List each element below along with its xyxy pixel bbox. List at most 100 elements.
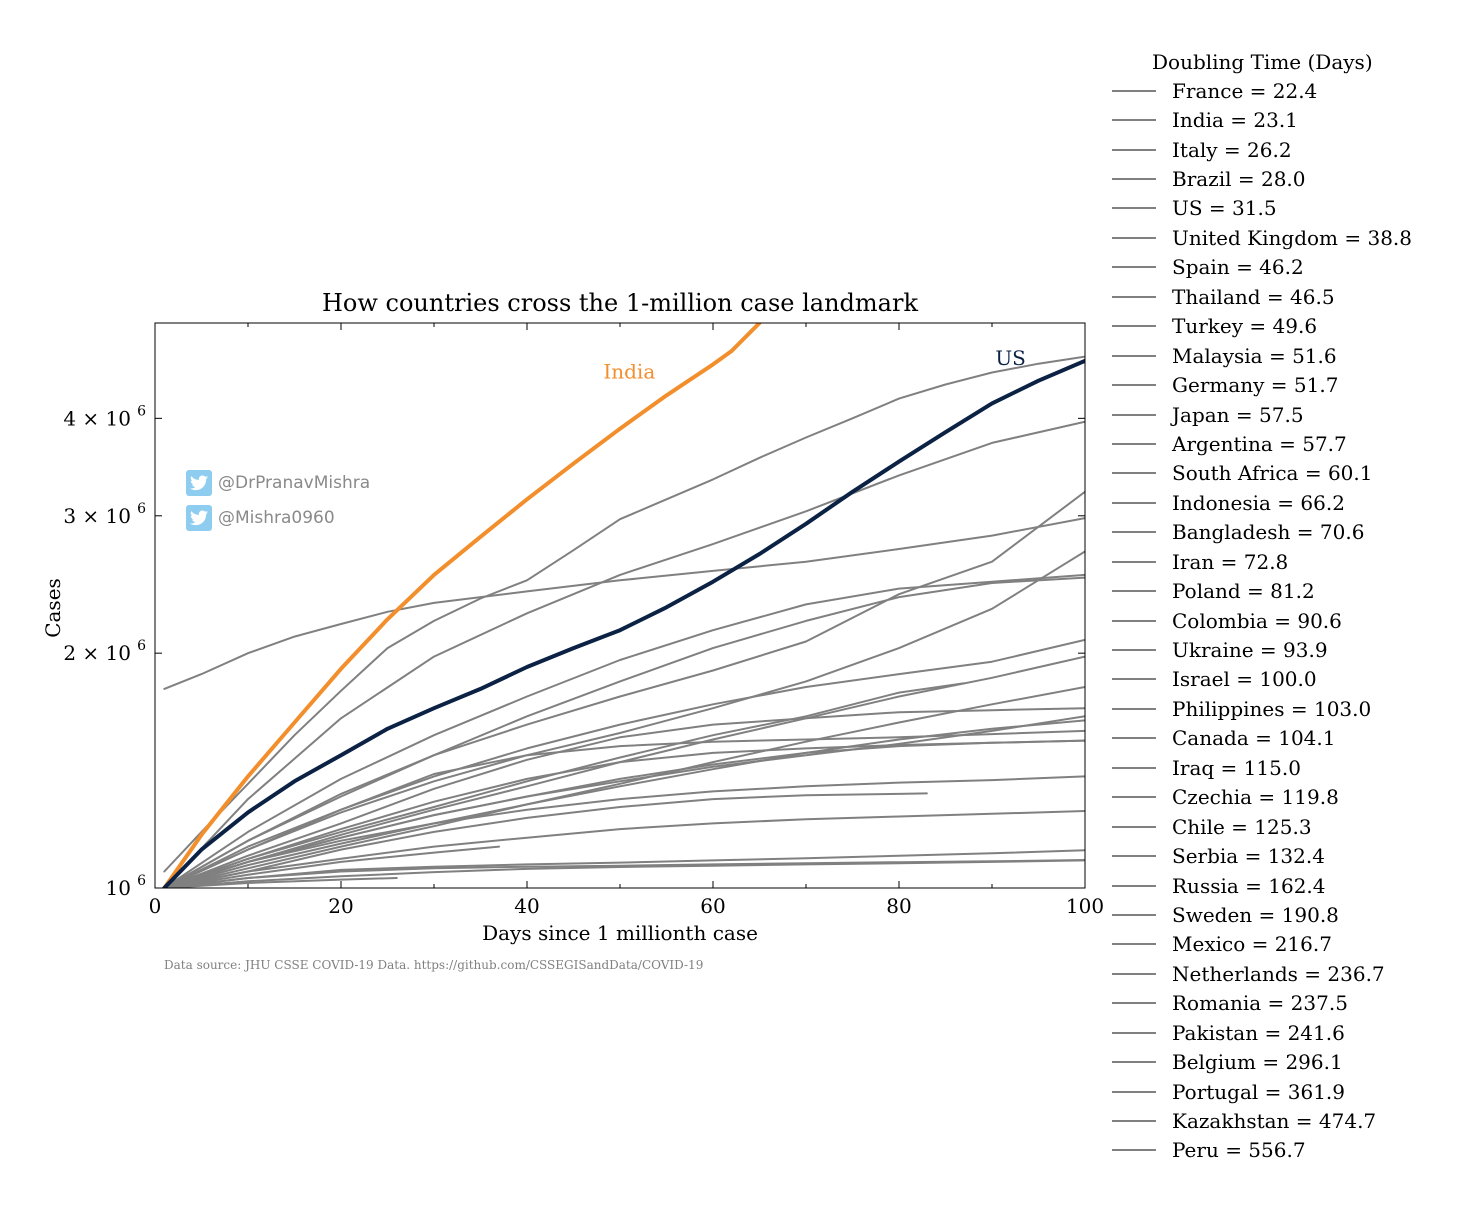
legend-item: Poland = 81.2 — [1112, 576, 1462, 605]
y-tick-exponent: 6 — [137, 873, 146, 889]
legend-swatch — [1112, 89, 1156, 92]
legend-label: Netherlands = 236.7 — [1172, 961, 1385, 986]
legend-swatch — [1112, 266, 1156, 269]
legend-swatch — [1112, 148, 1156, 151]
legend-label: Argentina = 57.7 — [1172, 431, 1347, 456]
legend-item: Mexico = 216.7 — [1112, 930, 1462, 959]
legend-item: Colombia = 90.6 — [1112, 606, 1462, 635]
legend-item: Italy = 26.2 — [1112, 135, 1462, 164]
y-tick-exponent: 6 — [137, 638, 146, 654]
legend-label: United Kingdom = 38.8 — [1172, 225, 1412, 250]
legend-swatch — [1112, 472, 1156, 475]
x-tick-label: 100 — [1066, 894, 1104, 918]
legend-item: Netherlands = 236.7 — [1112, 959, 1462, 988]
series-line-kazakhstan — [163, 877, 398, 888]
legend-item: Sweden = 190.8 — [1112, 900, 1462, 929]
legend-label: Chile = 125.3 — [1172, 814, 1312, 839]
legend-label: Iran = 72.8 — [1172, 549, 1289, 574]
legend-label: Iraq = 115.0 — [1172, 755, 1301, 780]
y-tick-exponent: 6 — [137, 403, 146, 419]
legend-label: Spain = 46.2 — [1172, 255, 1304, 280]
legend-item: Israel = 100.0 — [1112, 665, 1462, 694]
series-line-india — [162, 323, 762, 888]
legend-item: Malaysia = 51.6 — [1112, 341, 1462, 370]
social-handle-text: @Mishra0960 — [218, 508, 335, 528]
legend-label: Malaysia = 51.6 — [1172, 343, 1337, 368]
legend-item: France = 22.4 — [1112, 76, 1462, 105]
legend-swatch — [1112, 560, 1156, 563]
legend-item: Spain = 46.2 — [1112, 253, 1462, 282]
legend-item: Germany = 51.7 — [1112, 370, 1462, 399]
legend-label: South Africa = 60.1 — [1172, 461, 1373, 486]
legend-label: Philippines = 103.0 — [1172, 696, 1372, 721]
x-axis-label: Days since 1 millionth case — [482, 921, 758, 945]
annotation-layer: India US — [603, 346, 1026, 383]
chart-title: How countries cross the 1-million case l… — [322, 289, 918, 317]
legend-swatch — [1112, 178, 1156, 181]
legend-item: Japan = 57.5 — [1112, 400, 1462, 429]
legend-item: South Africa = 60.1 — [1112, 459, 1462, 488]
legend-label: Brazil = 28.0 — [1172, 167, 1306, 192]
series-line-turkey — [163, 573, 1085, 888]
legend-swatch — [1112, 884, 1156, 887]
x-tick-label: 40 — [514, 894, 539, 918]
legend-label: Italy = 26.2 — [1172, 137, 1292, 162]
series-line-brazil — [163, 420, 1085, 888]
legend-label: Kazakhstan = 474.7 — [1172, 1109, 1377, 1134]
series-line-united-kingdom — [163, 490, 1085, 888]
legend-item: Argentina = 57.7 — [1112, 429, 1462, 458]
x-tick-label: 0 — [149, 894, 162, 918]
series-line-italy — [163, 355, 1085, 873]
legend-swatch — [1112, 119, 1156, 122]
legend-swatch — [1112, 325, 1156, 328]
legend-label: Japan = 57.5 — [1172, 402, 1304, 427]
legend-label: Turkey = 49.6 — [1172, 314, 1318, 339]
plot-frame — [154, 322, 1086, 889]
legend-label: Germany = 51.7 — [1172, 373, 1339, 398]
legend-item: Canada = 104.1 — [1112, 724, 1462, 753]
legend-label: Serbia = 132.4 — [1172, 844, 1325, 869]
x-tick-label: 60 — [700, 894, 725, 918]
legend-swatch — [1112, 501, 1156, 504]
series-layer — [162, 323, 1085, 888]
social-handle-text: @DrPranavMishra — [218, 473, 371, 493]
legend-label: Canada = 104.1 — [1172, 726, 1336, 751]
legend-label: Russia = 162.4 — [1172, 873, 1326, 898]
series-line-indonesia — [163, 719, 1085, 888]
legend-item: Turkey = 49.6 — [1112, 312, 1462, 341]
series-line-poland — [163, 707, 1085, 888]
legend-swatch — [1112, 1061, 1156, 1064]
legend-item: Thailand = 46.5 — [1112, 282, 1462, 311]
y-tick-label: 3 × 10 — [63, 504, 131, 528]
y-tick-exponent: 6 — [137, 501, 146, 517]
y-tick-label: 4 × 10 — [63, 406, 131, 430]
legend-swatch — [1112, 384, 1156, 387]
legend-label: Czechia = 119.8 — [1172, 785, 1339, 810]
series-line-philippines — [163, 792, 928, 888]
social-handle-2[interactable]: @Mishra0960 — [186, 505, 335, 531]
social-handle-1[interactable]: @DrPranavMishra — [186, 470, 370, 496]
legend-swatch — [1112, 825, 1156, 828]
source-note: Data source: JHU CSSE COVID-19 Data. htt… — [164, 958, 703, 972]
legend-swatch — [1112, 855, 1156, 858]
series-line-russia — [163, 810, 1085, 888]
legend-swatch — [1112, 207, 1156, 210]
legend: Doubling Time (Days) France = 22.4 India … — [1112, 48, 1462, 1165]
legend-item: India = 23.1 — [1112, 105, 1462, 134]
legend-swatch — [1112, 590, 1156, 593]
legend-swatch — [1112, 442, 1156, 445]
legend-swatch — [1112, 766, 1156, 769]
legend-item: US = 31.5 — [1112, 194, 1462, 223]
annotation-india: India — [603, 359, 655, 383]
series-line-chile — [163, 859, 1085, 888]
ticks-layer: 0 20 40 60 80 100 10 6 2 × 10 6 3 × 10 6 4 × 10 6 — [63, 323, 1104, 918]
legend-swatch — [1112, 707, 1156, 710]
series-line-germany — [163, 576, 1085, 888]
legend-item: Bangladesh = 70.6 — [1112, 518, 1462, 547]
legend-title: Doubling Time (Days) — [1152, 50, 1373, 74]
legend-swatch — [1112, 796, 1156, 799]
legend-swatch — [1112, 295, 1156, 298]
legend-item: Philippines = 103.0 — [1112, 694, 1462, 723]
legend-swatch — [1112, 1120, 1156, 1123]
legend-item: Russia = 162.4 — [1112, 871, 1462, 900]
